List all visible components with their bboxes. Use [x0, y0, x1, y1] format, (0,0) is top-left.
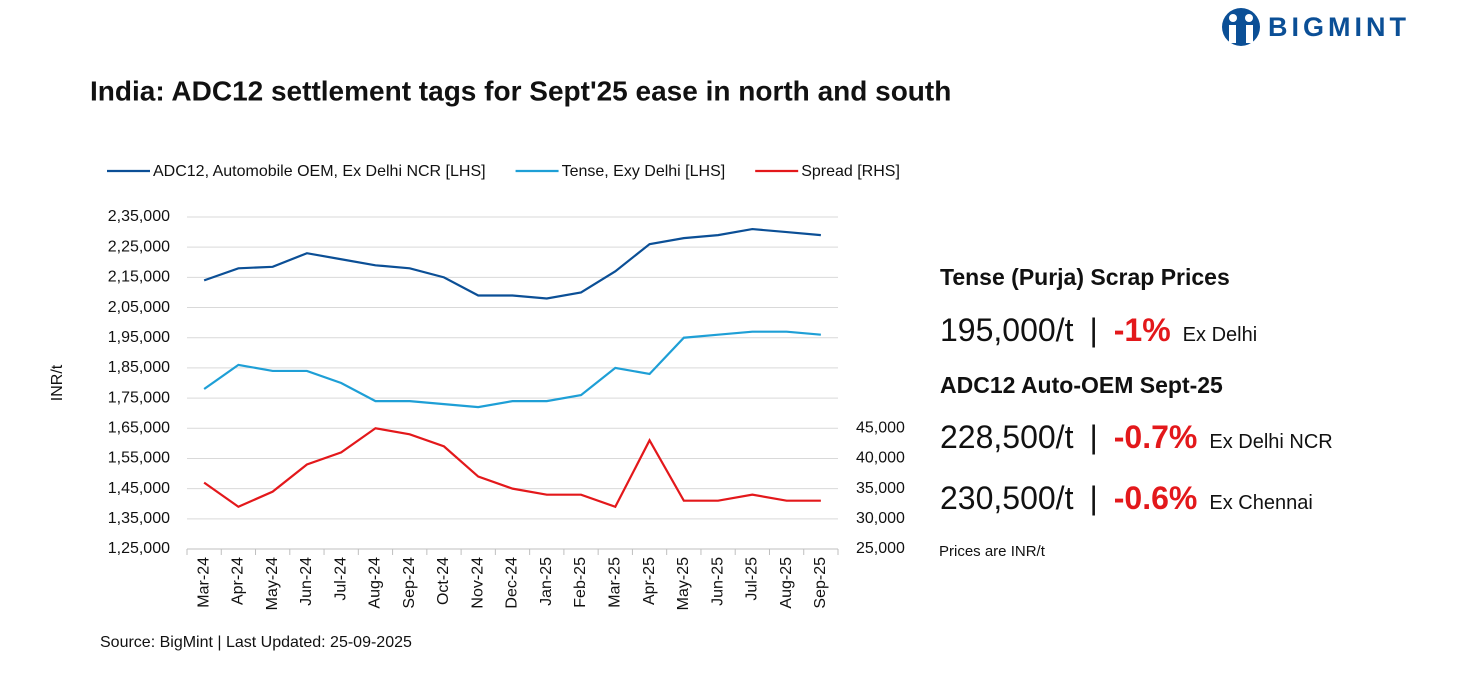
- y-tick-label: 1,55,000: [108, 450, 170, 467]
- x-tick-label: Nov-24: [469, 557, 486, 609]
- x-tick-label: Mar-25: [607, 557, 624, 608]
- y-tick-label: 2,25,000: [108, 238, 170, 255]
- y-tick-label: 1,25,000: [108, 540, 170, 557]
- logo-icon-body: [1246, 25, 1253, 43]
- x-tick-label: Jun-24: [298, 557, 315, 606]
- legend-label: Tense, Exy Delhi [LHS]: [562, 163, 726, 180]
- logo-icon-head: [1229, 14, 1237, 22]
- x-tick-label: Jul-24: [332, 557, 349, 601]
- x-tick-label: Apr-24: [230, 557, 247, 605]
- panel-heading: ADC12 Auto-OEM Sept-25: [940, 372, 1223, 398]
- y-tick-label: 1,35,000: [108, 510, 170, 527]
- price-row: 230,500/t | -0.6% Ex Chennai: [940, 480, 1313, 517]
- source: Source: BigMint | Last Updated: 25-09-20…: [100, 634, 412, 651]
- x-tick-label: Aug-25: [778, 557, 795, 609]
- series-line: [203, 330, 821, 409]
- x-tick-label: Oct-24: [435, 557, 452, 605]
- separator: |: [1089, 480, 1098, 516]
- y-tick-label: 1,45,000: [108, 480, 170, 497]
- y-tick-label: 1,95,000: [108, 329, 170, 346]
- x-tick-label: Dec-24: [504, 557, 521, 609]
- y2-tick-label: 40,000: [856, 450, 905, 467]
- legend-label: ADC12, Automobile OEM, Ex Delhi NCR [LHS…: [153, 163, 486, 180]
- y-tick-label: 2,35,000: [108, 208, 170, 225]
- logo-text: BIGMINT: [1268, 12, 1410, 42]
- price-row: 195,000/t | -1% Ex Delhi: [940, 312, 1257, 349]
- y-tick-label: 1,65,000: [108, 419, 170, 436]
- chart-title: India: ADC12 settlement tags for Sept'25…: [90, 75, 951, 106]
- y-axis-label: INR/t: [49, 364, 66, 401]
- change: -0.6%: [1113, 480, 1198, 516]
- y2-tick-label: 45,000: [856, 419, 905, 436]
- x-tick-label: Sep-24: [401, 557, 418, 609]
- panel-heading: Tense (Purja) Scrap Prices: [940, 264, 1230, 290]
- x-tick-label: Jul-25: [744, 557, 761, 601]
- y2-tick-label: 30,000: [856, 510, 905, 527]
- x-tick-label: May-24: [264, 557, 281, 610]
- price: 230,500/t: [940, 480, 1074, 516]
- location: Ex Delhi NCR: [1209, 431, 1333, 453]
- price-row: 228,500/t | -0.7% Ex Delhi NCR: [940, 419, 1333, 456]
- y-tick-label: 1,85,000: [108, 359, 170, 376]
- x-tick-label: Jan-25: [538, 557, 555, 606]
- y2-tick-label: 25,000: [856, 540, 905, 557]
- price: 228,500/t: [940, 419, 1074, 455]
- logo-icon: [1222, 8, 1260, 46]
- x-tick-label: Mar-24: [195, 557, 212, 608]
- panel-note: Prices are INR/t: [939, 543, 1045, 560]
- change: -0.7%: [1113, 419, 1198, 455]
- change: -1%: [1113, 312, 1171, 348]
- x-tick-label: Apr-25: [641, 557, 658, 605]
- logo-icon-body: [1229, 25, 1236, 43]
- location: Ex Delhi: [1182, 324, 1258, 346]
- y2-tick-label: 35,000: [856, 480, 905, 497]
- x-tick-label: May-25: [675, 557, 692, 610]
- logo: BIGMINT: [1222, 8, 1410, 46]
- logo-icon-head: [1245, 14, 1253, 22]
- x-tick-label: Aug-24: [367, 557, 384, 609]
- location: Ex Chennai: [1209, 492, 1313, 514]
- separator: |: [1089, 419, 1098, 455]
- legend-label: Spread [RHS]: [801, 163, 900, 180]
- price: 195,000/t: [940, 312, 1074, 348]
- separator: |: [1089, 312, 1098, 348]
- x-tick-label: Feb-25: [572, 557, 589, 608]
- series-line: [203, 427, 821, 509]
- x-tick-label: Jun-25: [709, 557, 726, 606]
- x-tick-label: Sep-25: [812, 557, 829, 609]
- y-tick-label: 2,05,000: [108, 299, 170, 316]
- series-line: [203, 227, 821, 300]
- y-tick-label: 1,75,000: [108, 389, 170, 406]
- y-tick-label: 2,15,000: [108, 269, 170, 286]
